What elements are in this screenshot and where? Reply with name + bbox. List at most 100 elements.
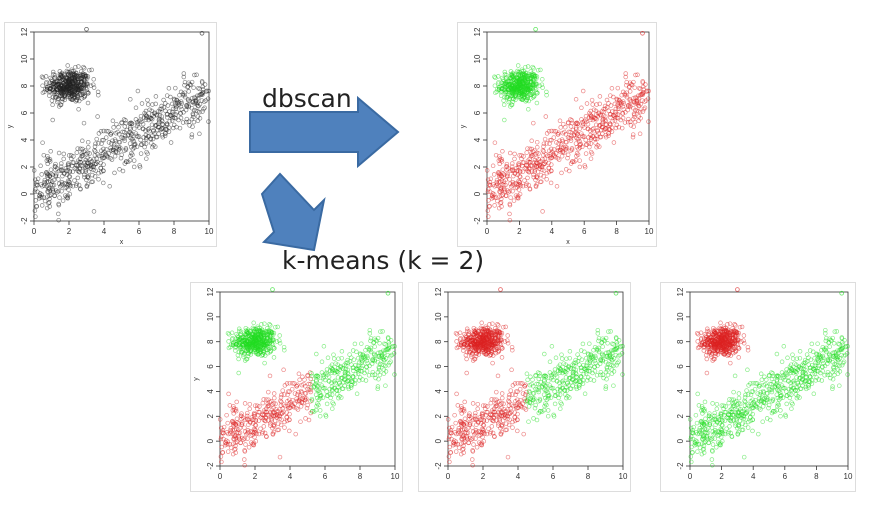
data-point-cluster-1 [170, 109, 175, 115]
data-point-cluster-1 [453, 442, 459, 447]
data-point-cluster-1 [551, 128, 557, 134]
data-point-cluster-1 [568, 366, 573, 371]
data-point-cluster-0 [737, 324, 743, 330]
data-point-cluster-1 [500, 192, 506, 198]
data-point-cluster-1 [376, 365, 382, 370]
y-tick-label: 2 [206, 414, 215, 419]
data-point-cluster-1 [93, 149, 98, 154]
data-point-cluster-1 [39, 203, 45, 208]
data-point-cluster-0 [67, 79, 72, 84]
data-point-cluster-0 [72, 77, 77, 83]
data-point-cluster-1 [354, 349, 359, 355]
data-point-cluster-0 [535, 67, 541, 73]
data-point-cluster-1 [532, 165, 537, 170]
data-point-cluster-1 [516, 193, 521, 199]
data-point-cluster-1 [311, 384, 317, 389]
x-tick-label: 8 [814, 472, 819, 481]
data-point-cluster-1 [521, 431, 526, 437]
data-point-cluster-1 [174, 97, 179, 103]
data-point-cluster-1 [129, 131, 135, 137]
data-point-cluster-1 [56, 177, 61, 182]
data-point-cluster-1 [321, 375, 326, 381]
data-point-cluster-1 [617, 344, 623, 350]
data-point-cluster-1 [461, 450, 466, 455]
data-point-cluster-0 [85, 100, 91, 106]
data-point-cluster-1 [386, 362, 391, 368]
data-point-cluster-1 [313, 373, 319, 379]
data-point-cluster-1 [606, 130, 611, 136]
data-point-cluster-1 [523, 183, 529, 188]
data-point-cluster-1 [537, 373, 543, 379]
data-point-cluster-1 [81, 120, 87, 126]
data-point-cluster-1 [308, 410, 314, 416]
data-point-cluster-1 [485, 177, 491, 182]
data-point-cluster-1 [606, 133, 611, 139]
data-point-cluster-1 [263, 416, 268, 421]
data-point-cluster-1 [289, 386, 295, 392]
y-tick-label: 12 [676, 287, 685, 296]
data-point-cluster-1 [141, 115, 147, 120]
data-point-cluster-1 [170, 106, 176, 112]
data-point-cluster-0 [508, 104, 513, 109]
data-point-cluster-1 [560, 138, 565, 144]
data-point-cluster-1 [446, 454, 452, 459]
data-point-cluster-1 [596, 338, 601, 344]
data-point-cluster-1 [149, 140, 154, 146]
data-point-cluster-1 [70, 160, 75, 165]
data-point-cluster-1 [144, 149, 149, 155]
data-point-cluster-1 [279, 392, 284, 398]
data-point-cluster-1 [354, 391, 360, 397]
data-point-cluster-1 [611, 369, 617, 374]
data-point-cluster-1 [532, 167, 538, 173]
data-point-cluster-1 [614, 97, 620, 103]
data-point-cluster-1 [515, 405, 520, 411]
data-point-cluster-1 [200, 109, 205, 114]
data-point-cluster-0 [458, 341, 464, 346]
data-point-cluster-0 [490, 360, 495, 366]
data-point-cluster-1 [574, 153, 579, 159]
data-point-cluster-1 [31, 168, 37, 173]
points-layer [484, 27, 651, 223]
data-point-cluster-1 [512, 381, 518, 386]
points-layer [217, 287, 397, 468]
data-point-cluster-1 [534, 381, 539, 387]
data-point-cluster-1 [568, 136, 573, 141]
data-point-cluster-0 [488, 341, 493, 346]
data-point-cluster-1 [309, 373, 315, 379]
data-point-cluster-1 [530, 377, 535, 382]
data-point-cluster-1 [578, 365, 584, 371]
data-point-cluster-1 [601, 109, 607, 115]
data-point-cluster-0 [49, 98, 55, 103]
data-point-cluster-1 [96, 177, 101, 182]
data-point-cluster-1 [345, 357, 350, 363]
data-point-cluster-1 [515, 195, 521, 201]
data-point-cluster-1 [473, 436, 478, 441]
data-point-cluster-1 [479, 440, 485, 446]
data-point-cluster-1 [579, 105, 584, 111]
data-point-cluster-1 [285, 392, 290, 398]
data-point-cluster-1 [195, 93, 200, 99]
data-point-cluster-1 [517, 174, 522, 179]
data-point-cluster-1 [512, 415, 517, 420]
data-point-cluster-1 [238, 413, 244, 418]
y-tick-label: 12 [473, 27, 482, 36]
data-point-cluster-1 [328, 364, 333, 369]
data-point-cluster-0 [728, 353, 734, 358]
data-point-cluster-1 [592, 344, 598, 350]
data-point-cluster-1 [546, 165, 552, 171]
data-point-cluster-1 [150, 133, 155, 138]
data-point-cluster-1 [552, 389, 557, 394]
data-point-cluster-0 [42, 89, 47, 95]
data-point-cluster-0 [487, 342, 492, 348]
data-point-cluster-1 [45, 161, 50, 167]
data-point-cluster-1 [558, 125, 563, 130]
data-point-cluster-1 [61, 156, 66, 162]
data-point-cluster-1 [44, 205, 50, 211]
data-point-cluster-1 [612, 101, 618, 107]
data-point-cluster-1 [497, 407, 503, 413]
y-tick-label: 8 [20, 83, 29, 88]
data-point-cluster-1 [33, 198, 38, 203]
data-point-cluster-1 [586, 352, 591, 357]
data-point-cluster-1 [125, 132, 131, 137]
data-point-cluster-0 [464, 349, 470, 355]
